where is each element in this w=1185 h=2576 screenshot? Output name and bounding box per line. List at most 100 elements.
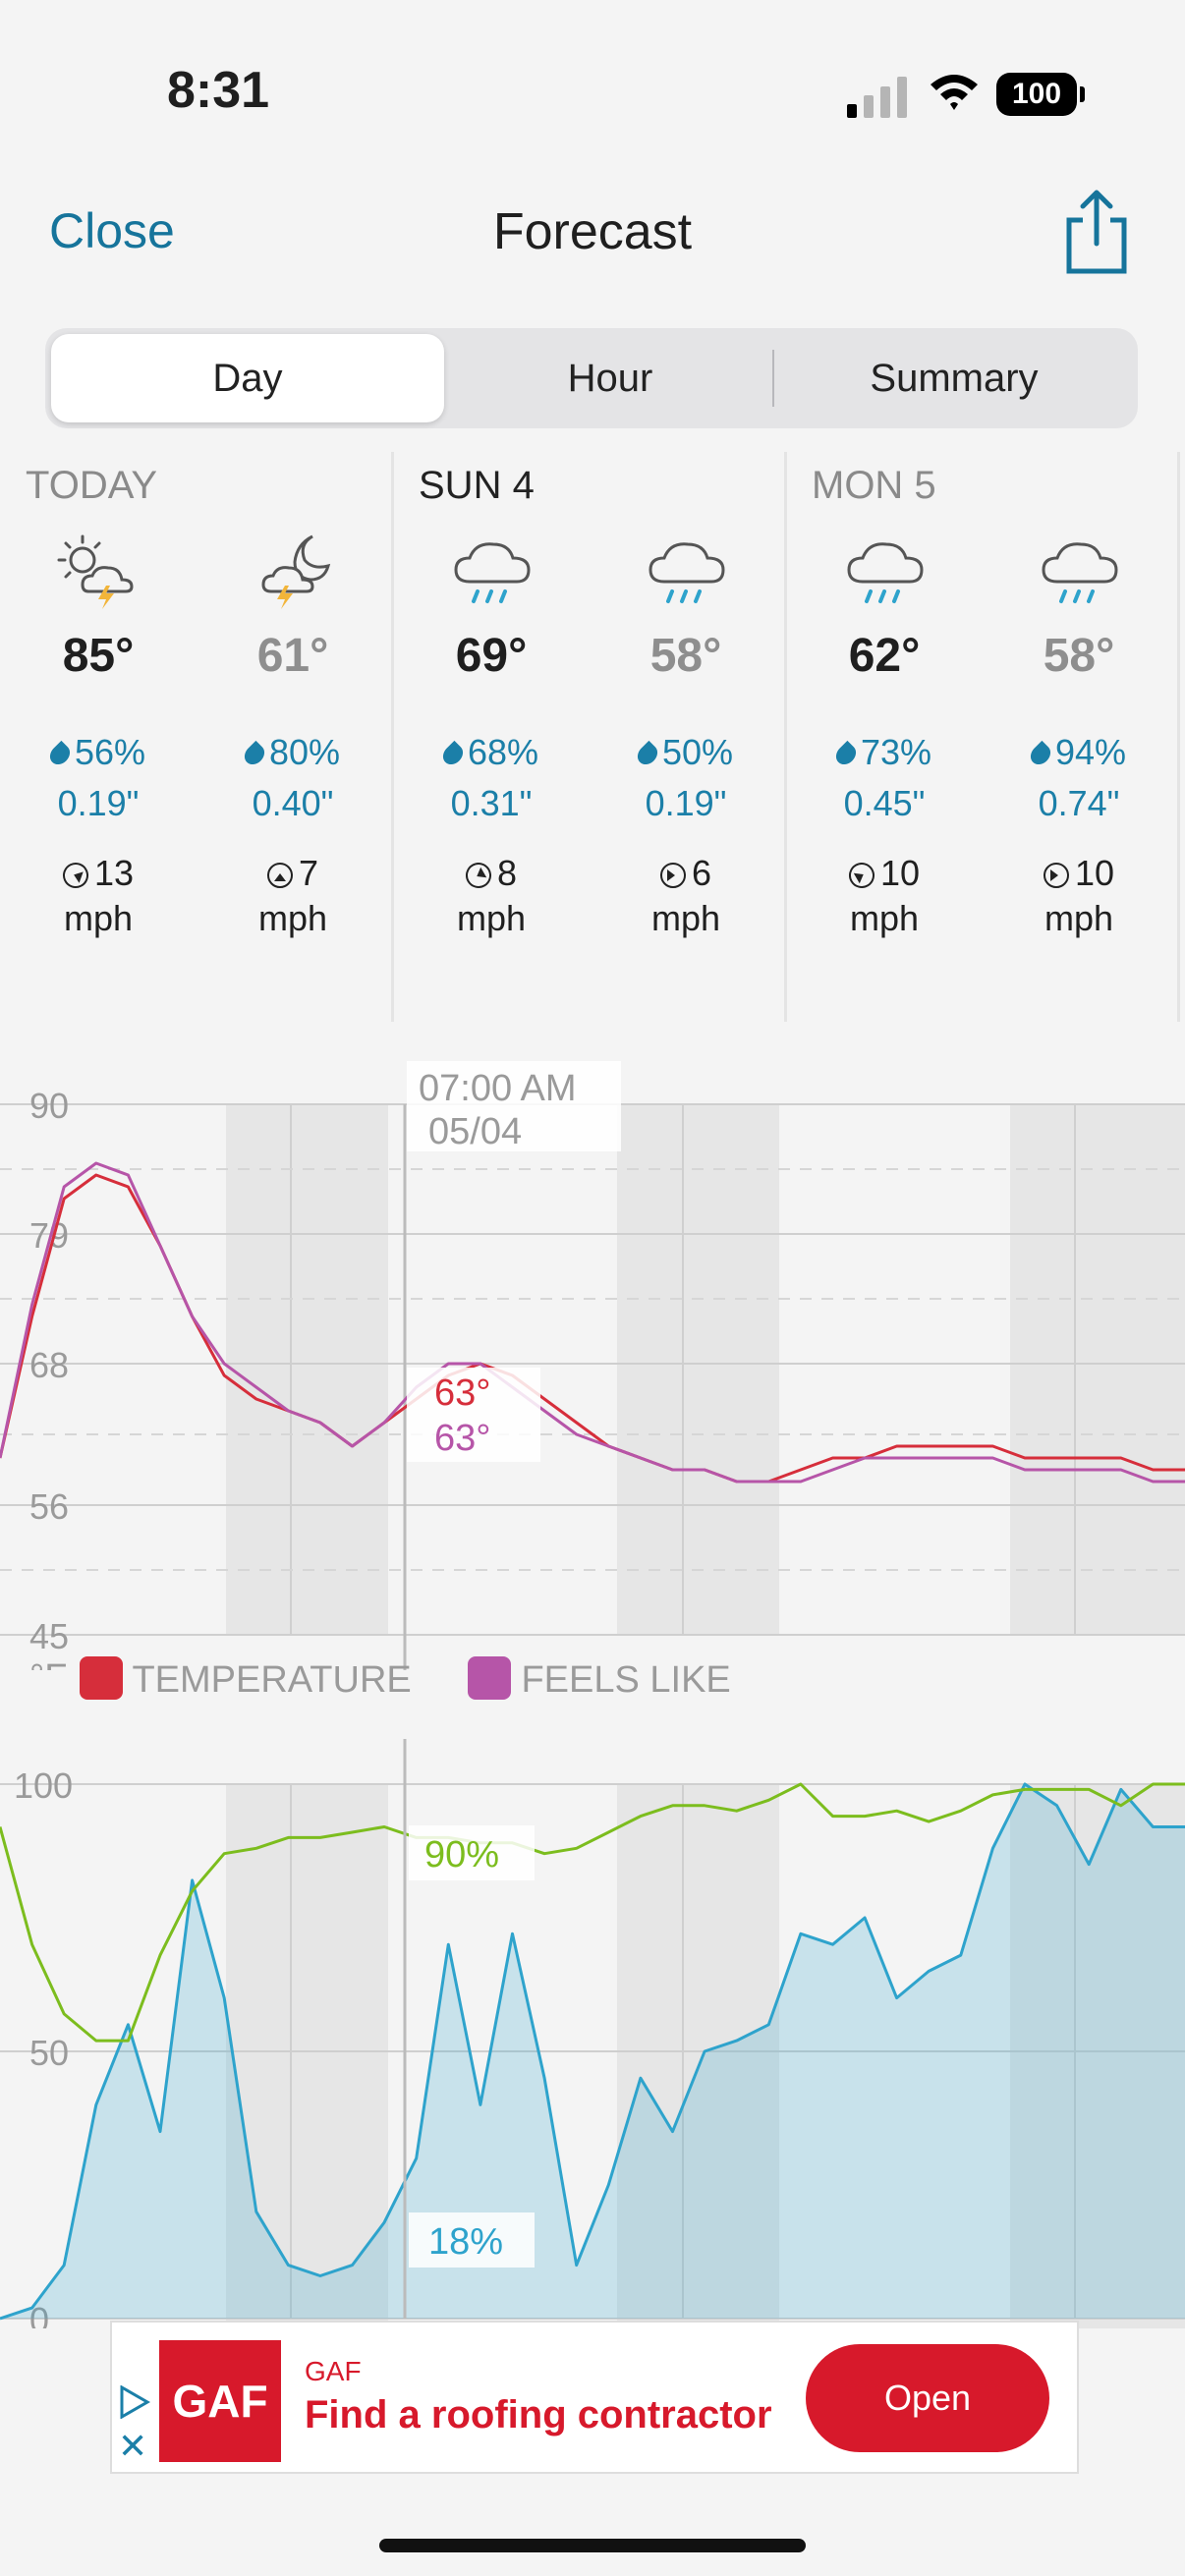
rain-cloud-icon xyxy=(1042,542,1118,603)
page-title: Forecast xyxy=(492,203,693,260)
raindrop-icon xyxy=(438,741,468,769)
wind-speed: 13 xyxy=(93,853,135,893)
day-column-sun-4[interactable]: SUN 4 69° 68% 0.31" 8 mph 58° 50% xyxy=(393,452,787,1022)
y-tick-label: 50 xyxy=(29,2033,69,2073)
unit-label: °F xyxy=(29,1657,67,1670)
adchoices-icon[interactable] xyxy=(118,2385,151,2419)
sun-thunderstorm-icon xyxy=(57,534,134,609)
cellular-signal-icon xyxy=(847,77,907,118)
wind-unit: mph xyxy=(456,898,527,938)
night-slot: 61° 80% 0.40" 7 mph xyxy=(195,531,391,1022)
temp-series xyxy=(0,1161,1185,1484)
wind-speed: 10 xyxy=(879,853,921,893)
wind-info: 8 mph xyxy=(393,851,590,941)
precip-readout: 18% xyxy=(428,2221,503,2263)
y-tick-label: 56 xyxy=(29,1486,69,1527)
series-line-humidity xyxy=(0,1782,1185,2043)
temperature-value: 58° xyxy=(1043,630,1115,682)
value-label-bg xyxy=(407,1368,540,1462)
temperature-value: 58° xyxy=(649,630,722,682)
wifi-icon xyxy=(931,75,978,110)
rain-cloud-icon xyxy=(649,542,725,603)
day-column-today[interactable]: TODAY 85° 56% 0.19" 13 mph xyxy=(0,452,394,1022)
tab-summary[interactable]: Summary xyxy=(870,357,1039,400)
day-column-mon-5[interactable]: MON 5 62° 73% 0.45" 10 mph 58° 94% xyxy=(786,452,1180,1022)
moon-thunderstorm-icon xyxy=(261,534,331,609)
day-slot: 85° 56% 0.19" 13 mph xyxy=(0,531,197,1022)
precip-area xyxy=(0,1784,1185,2319)
tab-hour[interactable]: Hour xyxy=(567,357,653,400)
legend-temperature: TEMPERATURE xyxy=(132,1659,412,1701)
nav-bar: Close Forecast xyxy=(0,177,1185,314)
precip-info: 56% 0.19" xyxy=(0,727,197,829)
chart-legend: TEMPERATURE FEELS LIKE xyxy=(29,1656,731,1701)
temperature-readout: 63° xyxy=(434,1372,490,1414)
series-line-precipitation xyxy=(0,1782,1185,2321)
ad-brand: GAF xyxy=(305,2356,362,2386)
wind-unit: mph xyxy=(849,898,920,938)
precip-amount: 0.19" xyxy=(57,783,140,823)
legend-feels-like: FEELS LIKE xyxy=(521,1659,731,1701)
cursor-label-bg xyxy=(407,1061,621,1151)
ad-close-icon[interactable]: ✕ xyxy=(118,2426,148,2466)
daily-forecast-row[interactable]: TODAY 85° 56% 0.19" 13 mph xyxy=(0,452,1185,1022)
tab-day[interactable]: Day xyxy=(51,334,444,422)
raindrop-icon xyxy=(45,741,75,769)
segment-divider xyxy=(772,350,774,407)
day-slot: 62° 73% 0.45" 10 mph xyxy=(786,531,983,1022)
wind-info: 10 mph xyxy=(786,851,983,941)
precip-gridlines xyxy=(0,1783,1185,2320)
precip-amount: 0.74" xyxy=(1038,783,1120,823)
precip-chance: 73% xyxy=(860,732,932,772)
y-tick-label: 90 xyxy=(29,1086,69,1126)
day-label: TODAY xyxy=(26,464,158,507)
temperature-swatch xyxy=(79,1656,123,1700)
precip-info: 73% 0.45" xyxy=(786,727,983,829)
precip-amount: 0.45" xyxy=(843,783,926,823)
temp-gridlines xyxy=(0,1103,1185,1636)
status-bar: 8:31 100 xyxy=(0,0,1185,177)
cursor-date: 05/04 xyxy=(428,1111,522,1152)
feels-like-readout: 63° xyxy=(434,1418,490,1459)
humidity-label-bg xyxy=(409,1825,535,1880)
raindrop-icon xyxy=(633,741,662,769)
wind-unit: mph xyxy=(63,898,134,938)
humidity-readout: 90% xyxy=(424,1834,499,1876)
ad-logo: GAF xyxy=(159,2340,281,2462)
close-button[interactable]: Close xyxy=(49,203,175,258)
night-bands xyxy=(226,1784,1185,2328)
y-tick-label: 68 xyxy=(29,1345,69,1385)
rain-cloud-icon xyxy=(454,542,531,603)
wind-speed: 8 xyxy=(496,853,518,893)
precip-info: 68% 0.31" xyxy=(393,727,590,829)
wind-direction-icon xyxy=(59,859,92,892)
precip-chance: 80% xyxy=(268,732,341,772)
precip-chance: 68% xyxy=(467,732,539,772)
wind-direction-icon xyxy=(844,858,879,893)
precip-amount: 0.19" xyxy=(645,783,727,823)
wind-speed: 7 xyxy=(298,853,319,893)
raindrop-icon xyxy=(831,741,861,769)
ad-headline[interactable]: Find a roofing contractor xyxy=(305,2393,772,2436)
precip-label-bg xyxy=(409,2212,535,2268)
precip-amount: 0.40" xyxy=(252,783,334,823)
precip-chance: 50% xyxy=(661,732,734,772)
temperature-value: 69° xyxy=(455,630,528,682)
day-dividers xyxy=(290,1104,1076,1635)
night-slot: 58° 50% 0.19" 6 mph xyxy=(588,531,784,1022)
view-segmented-control: Day Hour Summary xyxy=(45,328,1138,428)
ad-open-button[interactable]: Open xyxy=(806,2344,1049,2452)
home-indicator[interactable] xyxy=(379,2539,806,2552)
wind-info: 6 mph xyxy=(588,851,784,941)
wind-speed: 6 xyxy=(691,853,712,893)
share-icon[interactable] xyxy=(1061,187,1132,275)
wind-speed: 10 xyxy=(1074,853,1115,893)
ad-banner[interactable]: ✕ GAF GAF Find a roofing contractor Open xyxy=(110,2321,1079,2474)
precip-info: 50% 0.19" xyxy=(588,727,784,829)
wind-info: 7 mph xyxy=(195,851,391,941)
day-slot: 69° 68% 0.31" 8 mph xyxy=(393,531,590,1022)
